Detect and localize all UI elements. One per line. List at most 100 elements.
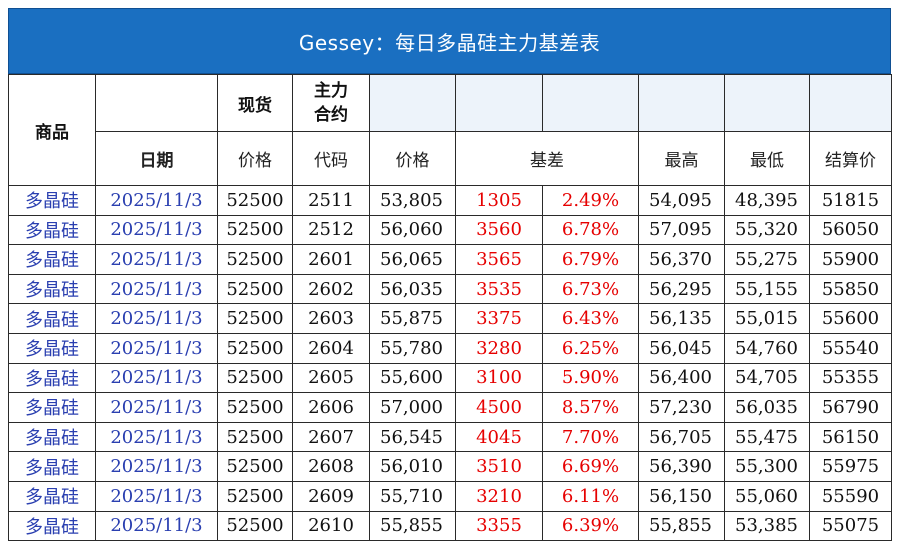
- cell-settle: 55540: [809, 332, 892, 364]
- table-row: 多晶硅 2025/11/3 52500 2609 55,710 3210 6.11% 56,1…: [8, 480, 892, 512]
- header-main-contract: 主力 合约: [292, 74, 370, 132]
- cell-low: 55,015: [724, 303, 810, 334]
- cell-contract-code: 2608: [292, 451, 370, 482]
- cell-goods: 多晶硅: [8, 362, 96, 394]
- cell-high: 56,150: [638, 480, 725, 512]
- basis-table-container: Gessey：每日多晶硅主力基差表 商品 现货 主力 合约: [8, 8, 892, 542]
- cell-low: 55,475: [724, 421, 810, 453]
- cell-settle: 55600: [809, 303, 892, 334]
- cell-settle: 56150: [809, 421, 892, 453]
- header-blank-2: [455, 74, 543, 132]
- cell-contract-code: 2511: [292, 185, 370, 216]
- cell-contract-code: 2609: [292, 480, 370, 512]
- cell-basis-pct: 6.11%: [542, 480, 639, 512]
- cell-goods: 多晶硅: [8, 303, 96, 334]
- table-row: 多晶硅 2025/11/3 52500 2605 55,600 3100 5.90% 56,4…: [8, 362, 892, 394]
- table-row: 多晶硅 2025/11/3 52500 2610 55,855 3355 6.39% 55,8…: [8, 510, 892, 542]
- cell-contract-price: 55,710: [369, 480, 456, 512]
- cell-high: 54,095: [638, 185, 725, 216]
- cell-basis-pct: 6.79%: [542, 244, 639, 275]
- cell-date: 2025/11/3: [95, 303, 218, 334]
- cell-contract-price: 56,060: [369, 214, 456, 246]
- header-spot-price: 价格: [217, 131, 293, 186]
- cell-high: 55,855: [638, 510, 725, 542]
- table-row: 多晶硅 2025/11/3 52500 2603 55,875 3375 6.43% 56,1…: [8, 303, 892, 334]
- table-row: 多晶硅 2025/11/3 52500 2512 56,060 3560 6.78% 57,0…: [8, 214, 892, 246]
- cell-high: 56,705: [638, 421, 725, 453]
- cell-basis: 3510: [455, 451, 543, 482]
- table-row: 多晶硅 2025/11/3 52500 2607 56,545 4045 7.70% 56,7…: [8, 421, 892, 453]
- cell-low: 54,760: [724, 332, 810, 364]
- cell-settle: 55590: [809, 480, 892, 512]
- cell-settle: 55975: [809, 451, 892, 482]
- cell-low: 55,060: [724, 480, 810, 512]
- cell-goods: 多晶硅: [8, 510, 96, 542]
- cell-contract-code: 2603: [292, 303, 370, 334]
- cell-high: 57,095: [638, 214, 725, 246]
- cell-contract-price: 56,010: [369, 451, 456, 482]
- cell-low: 55,155: [724, 273, 810, 305]
- cell-low: 48,395: [724, 185, 810, 216]
- cell-basis: 4045: [455, 421, 543, 453]
- cell-contract-price: 55,600: [369, 362, 456, 394]
- cell-contract-code: 2606: [292, 392, 370, 423]
- header-goods: 商品: [8, 74, 96, 186]
- cell-basis-pct: 6.25%: [542, 332, 639, 364]
- cell-goods: 多晶硅: [8, 421, 96, 453]
- cell-goods: 多晶硅: [8, 273, 96, 305]
- cell-basis: 3535: [455, 273, 543, 305]
- cell-settle: 56050: [809, 214, 892, 246]
- cell-contract-price: 55,875: [369, 303, 456, 334]
- cell-low: 55,300: [724, 451, 810, 482]
- cell-basis: 3355: [455, 510, 543, 542]
- table-body: 多晶硅 2025/11/3 52500 2511 53,805 1305 2.49% 54,0…: [8, 185, 892, 542]
- cell-spot-price: 52500: [217, 273, 293, 305]
- cell-goods: 多晶硅: [8, 480, 96, 512]
- cell-contract-price: 57,000: [369, 392, 456, 423]
- cell-date: 2025/11/3: [95, 451, 218, 482]
- cell-goods: 多晶硅: [8, 451, 96, 482]
- cell-basis-pct: 5.90%: [542, 362, 639, 394]
- cell-contract-price: 56,035: [369, 273, 456, 305]
- table-row: 多晶硅 2025/11/3 52500 2511 53,805 1305 2.49% 54,0…: [8, 185, 892, 216]
- cell-low: 55,275: [724, 244, 810, 275]
- header-settle: 结算价: [809, 131, 892, 186]
- table-row: 多晶硅 2025/11/3 52500 2608 56,010 3510 6.69% 56,3…: [8, 451, 892, 482]
- cell-date: 2025/11/3: [95, 392, 218, 423]
- cell-contract-code: 2604: [292, 332, 370, 364]
- cell-settle: 55900: [809, 244, 892, 275]
- cell-basis: 3280: [455, 332, 543, 364]
- cell-contract-price: 53,805: [369, 185, 456, 216]
- cell-contract-code: 2601: [292, 244, 370, 275]
- cell-basis: 3375: [455, 303, 543, 334]
- header-blank-6: [809, 74, 892, 132]
- basis-table: 商品 现货 主力 合约 日期 价格 代码 价格 基差 最高 最低 结算价: [8, 74, 892, 542]
- cell-spot-price: 52500: [217, 332, 293, 364]
- header-high: 最高: [638, 131, 725, 186]
- cell-basis-pct: 6.69%: [542, 451, 639, 482]
- cell-goods: 多晶硅: [8, 185, 96, 216]
- cell-basis: 3560: [455, 214, 543, 246]
- cell-low: 53,385: [724, 510, 810, 542]
- cell-spot-price: 52500: [217, 451, 293, 482]
- cell-high: 56,370: [638, 244, 725, 275]
- header-blank-4: [638, 74, 725, 132]
- table-title: Gessey：每日多晶硅主力基差表: [8, 8, 891, 74]
- header-blank-1: [369, 74, 456, 132]
- cell-settle: 55850: [809, 273, 892, 305]
- cell-low: 54,705: [724, 362, 810, 394]
- cell-basis: 3210: [455, 480, 543, 512]
- cell-date: 2025/11/3: [95, 480, 218, 512]
- cell-goods: 多晶硅: [8, 392, 96, 423]
- header-spot: 现货: [217, 74, 293, 132]
- cell-date: 2025/11/3: [95, 244, 218, 275]
- cell-date: 2025/11/3: [95, 273, 218, 305]
- cell-contract-code: 2605: [292, 362, 370, 394]
- table-row: 多晶硅 2025/11/3 52500 2602 56,035 3535 6.73% 56,2…: [8, 273, 892, 305]
- cell-date: 2025/11/3: [95, 510, 218, 542]
- cell-date: 2025/11/3: [95, 185, 218, 216]
- table-row: 多晶硅 2025/11/3 52500 2604 55,780 3280 6.25% 56,0…: [8, 332, 892, 364]
- cell-goods: 多晶硅: [8, 244, 96, 275]
- header-blank-date-top: [95, 74, 218, 132]
- cell-settle: 55075: [809, 510, 892, 542]
